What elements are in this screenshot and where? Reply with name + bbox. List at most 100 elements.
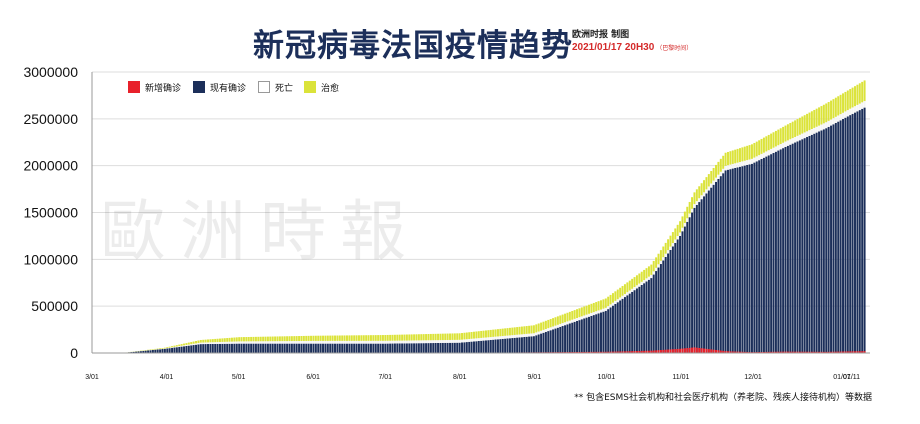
recovered-segment [846, 90, 849, 111]
active-segment [525, 336, 528, 353]
deaths-segment [343, 340, 346, 344]
recovered-segment [357, 335, 360, 341]
day-bar [508, 327, 511, 353]
day-bar [590, 303, 593, 353]
recovered-segment [674, 228, 677, 240]
deaths-segment [317, 340, 320, 344]
day-bar [738, 148, 741, 353]
recovered-segment [374, 335, 377, 341]
deaths-segment [738, 162, 741, 167]
recovered-segment [501, 328, 504, 337]
day-bar [254, 336, 257, 353]
active-segment [520, 337, 523, 353]
day-bar [168, 346, 171, 353]
new-cases-segment [698, 347, 701, 353]
active-segment [142, 350, 145, 353]
day-bar [281, 336, 284, 353]
deaths-segment [633, 287, 636, 291]
recovered-segment [343, 335, 346, 341]
active-segment [590, 315, 593, 353]
recovered-segment [254, 336, 257, 342]
deaths-segment [796, 135, 799, 142]
deaths-segment [456, 339, 459, 343]
recovered-segment [334, 335, 336, 341]
recovered-segment [520, 326, 523, 335]
recovered-segment [441, 333, 444, 341]
day-bar [343, 335, 346, 353]
deaths-segment [741, 161, 744, 167]
day-bar [820, 106, 823, 353]
day-bar [166, 347, 169, 353]
day-bar [652, 260, 655, 353]
active-segment [271, 343, 274, 353]
day-bar [393, 334, 396, 353]
recovered-segment [451, 333, 454, 340]
deaths-segment [528, 333, 531, 337]
day-bar [381, 335, 384, 353]
active-segment [154, 349, 157, 353]
recovered-segment [851, 87, 854, 108]
active-segment [456, 342, 459, 353]
deaths-segment [290, 341, 293, 344]
recovered-segment [281, 336, 284, 342]
active-segment [468, 341, 471, 353]
deaths-segment [250, 341, 253, 344]
deaths-segment [734, 163, 737, 168]
active-segment [346, 343, 348, 353]
day-bar [322, 335, 325, 353]
recovered-segment [540, 322, 543, 331]
recovered-segment [338, 335, 341, 341]
day-bar [504, 328, 507, 353]
deaths-segment [595, 311, 598, 315]
recovered-segment [480, 330, 483, 338]
deaths-segment [403, 340, 406, 344]
recovered-segment [324, 335, 327, 341]
new-cases-segment [813, 351, 816, 353]
active-segment [791, 143, 794, 353]
recovered-segment [156, 348, 159, 350]
recovered-segment [825, 103, 828, 123]
recovered-segment [432, 333, 435, 341]
legend-item-recovered: 治愈 [304, 80, 339, 94]
new-cases-segment [746, 351, 749, 353]
new-cases-segment [631, 351, 634, 353]
active-segment [494, 339, 497, 353]
active-segment [647, 279, 650, 353]
recovered-segment [657, 253, 660, 265]
day-bar [463, 332, 466, 353]
active-segment [758, 160, 761, 353]
active-segment [652, 274, 655, 353]
active-segment [405, 343, 408, 353]
recovered-segment [564, 313, 567, 323]
day-bar [789, 122, 792, 353]
day-bar [202, 339, 205, 353]
active-segment [683, 226, 686, 353]
deaths-segment [334, 340, 336, 344]
day-bar [837, 96, 840, 353]
active-segment [588, 316, 590, 353]
deaths-segment [842, 112, 845, 120]
active-segment [449, 342, 452, 353]
day-bar [607, 296, 610, 353]
footnote: ** 包含ESMS社会机构和社会医疗机构（养老院、残疾人接待机构）等数据 [574, 393, 872, 403]
day-bar [691, 197, 694, 353]
active-segment [554, 328, 557, 353]
day-bar [609, 294, 612, 353]
day-bar [621, 285, 624, 353]
recovered-segment [659, 250, 662, 261]
day-bar [676, 224, 679, 353]
recovered-segment [729, 151, 732, 165]
active-segment [269, 343, 272, 353]
recovered-segment [178, 344, 181, 347]
recovered-segment [616, 289, 619, 300]
deaths-segment [183, 345, 186, 347]
recovered-segment [238, 337, 241, 342]
recovered-segment [580, 307, 583, 317]
day-bar [717, 161, 720, 353]
recovered-segment [405, 334, 408, 341]
deaths-segment [331, 340, 334, 344]
recovered-segment [595, 302, 598, 312]
active-segment [427, 343, 430, 353]
active-segment [846, 116, 849, 353]
day-bar [743, 146, 746, 353]
